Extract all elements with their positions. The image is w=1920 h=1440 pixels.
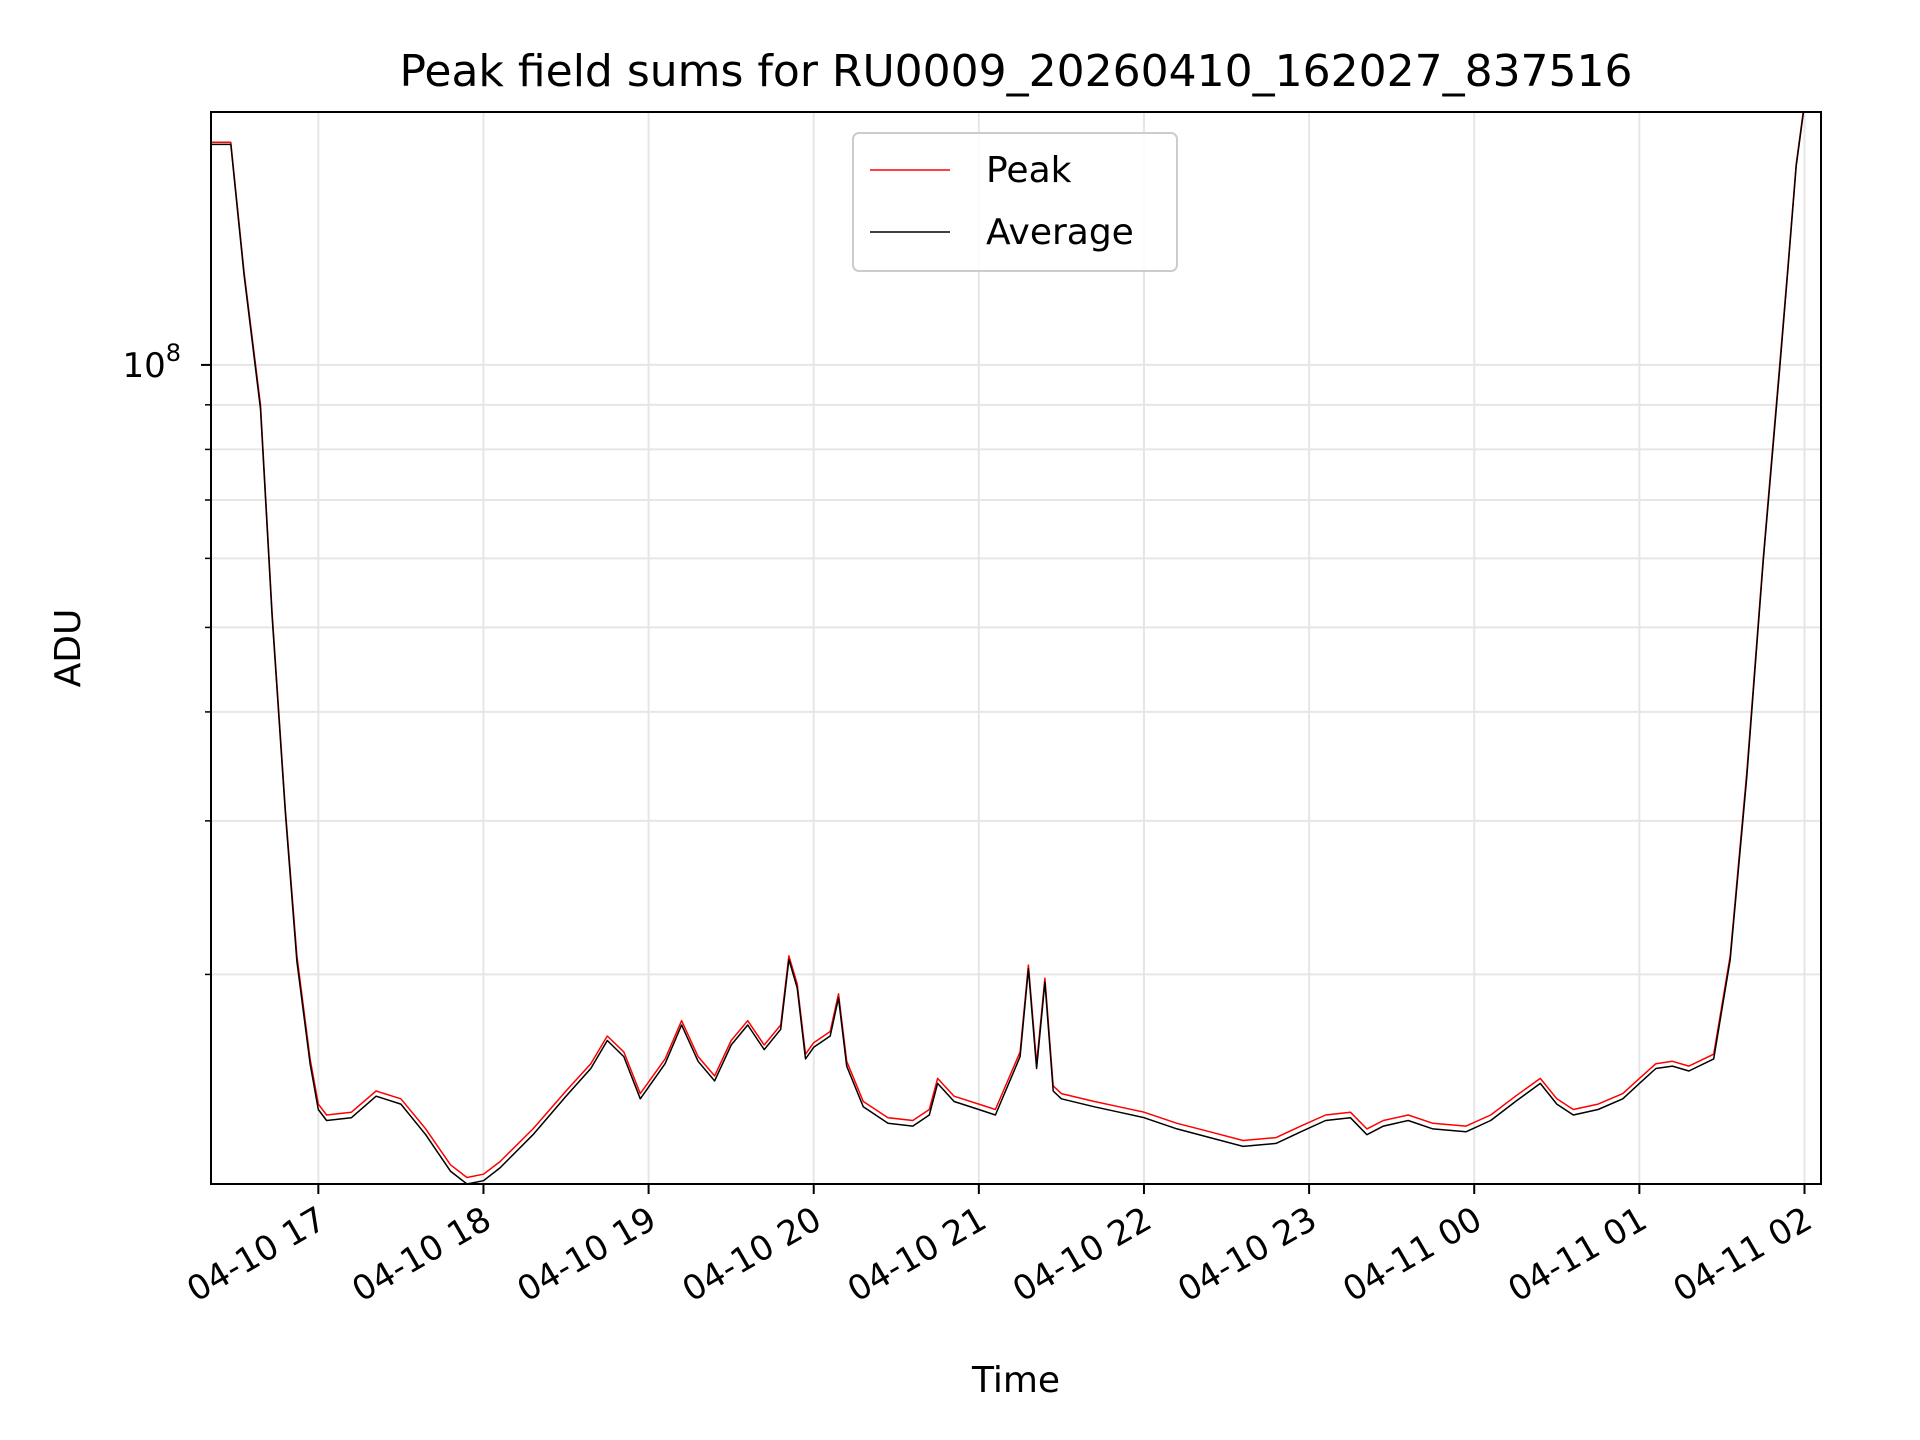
- series-line-average: [211, 112, 1805, 1184]
- y-tick-label-base: 10: [122, 346, 165, 386]
- y-axis-title: ADU: [48, 609, 89, 688]
- y-tick-label: 108: [122, 339, 181, 386]
- grid-layer: [211, 112, 1821, 1184]
- legend: Peak Average: [852, 132, 1178, 272]
- plot-frame: [210, 111, 1822, 1185]
- legend-label-peak: Peak: [986, 150, 1072, 191]
- legend-box: [852, 132, 1178, 272]
- y-tick-label-exponent: 8: [166, 339, 181, 367]
- legend-label-average: Average: [986, 212, 1134, 253]
- plot-area: [211, 112, 1821, 1184]
- series-layer: [211, 112, 1805, 1184]
- chart-title: Peak field sums for RU0009_20260410_1620…: [399, 46, 1632, 97]
- series-line-peak: [211, 112, 1804, 1179]
- x-axis-title: Time: [971, 1360, 1060, 1401]
